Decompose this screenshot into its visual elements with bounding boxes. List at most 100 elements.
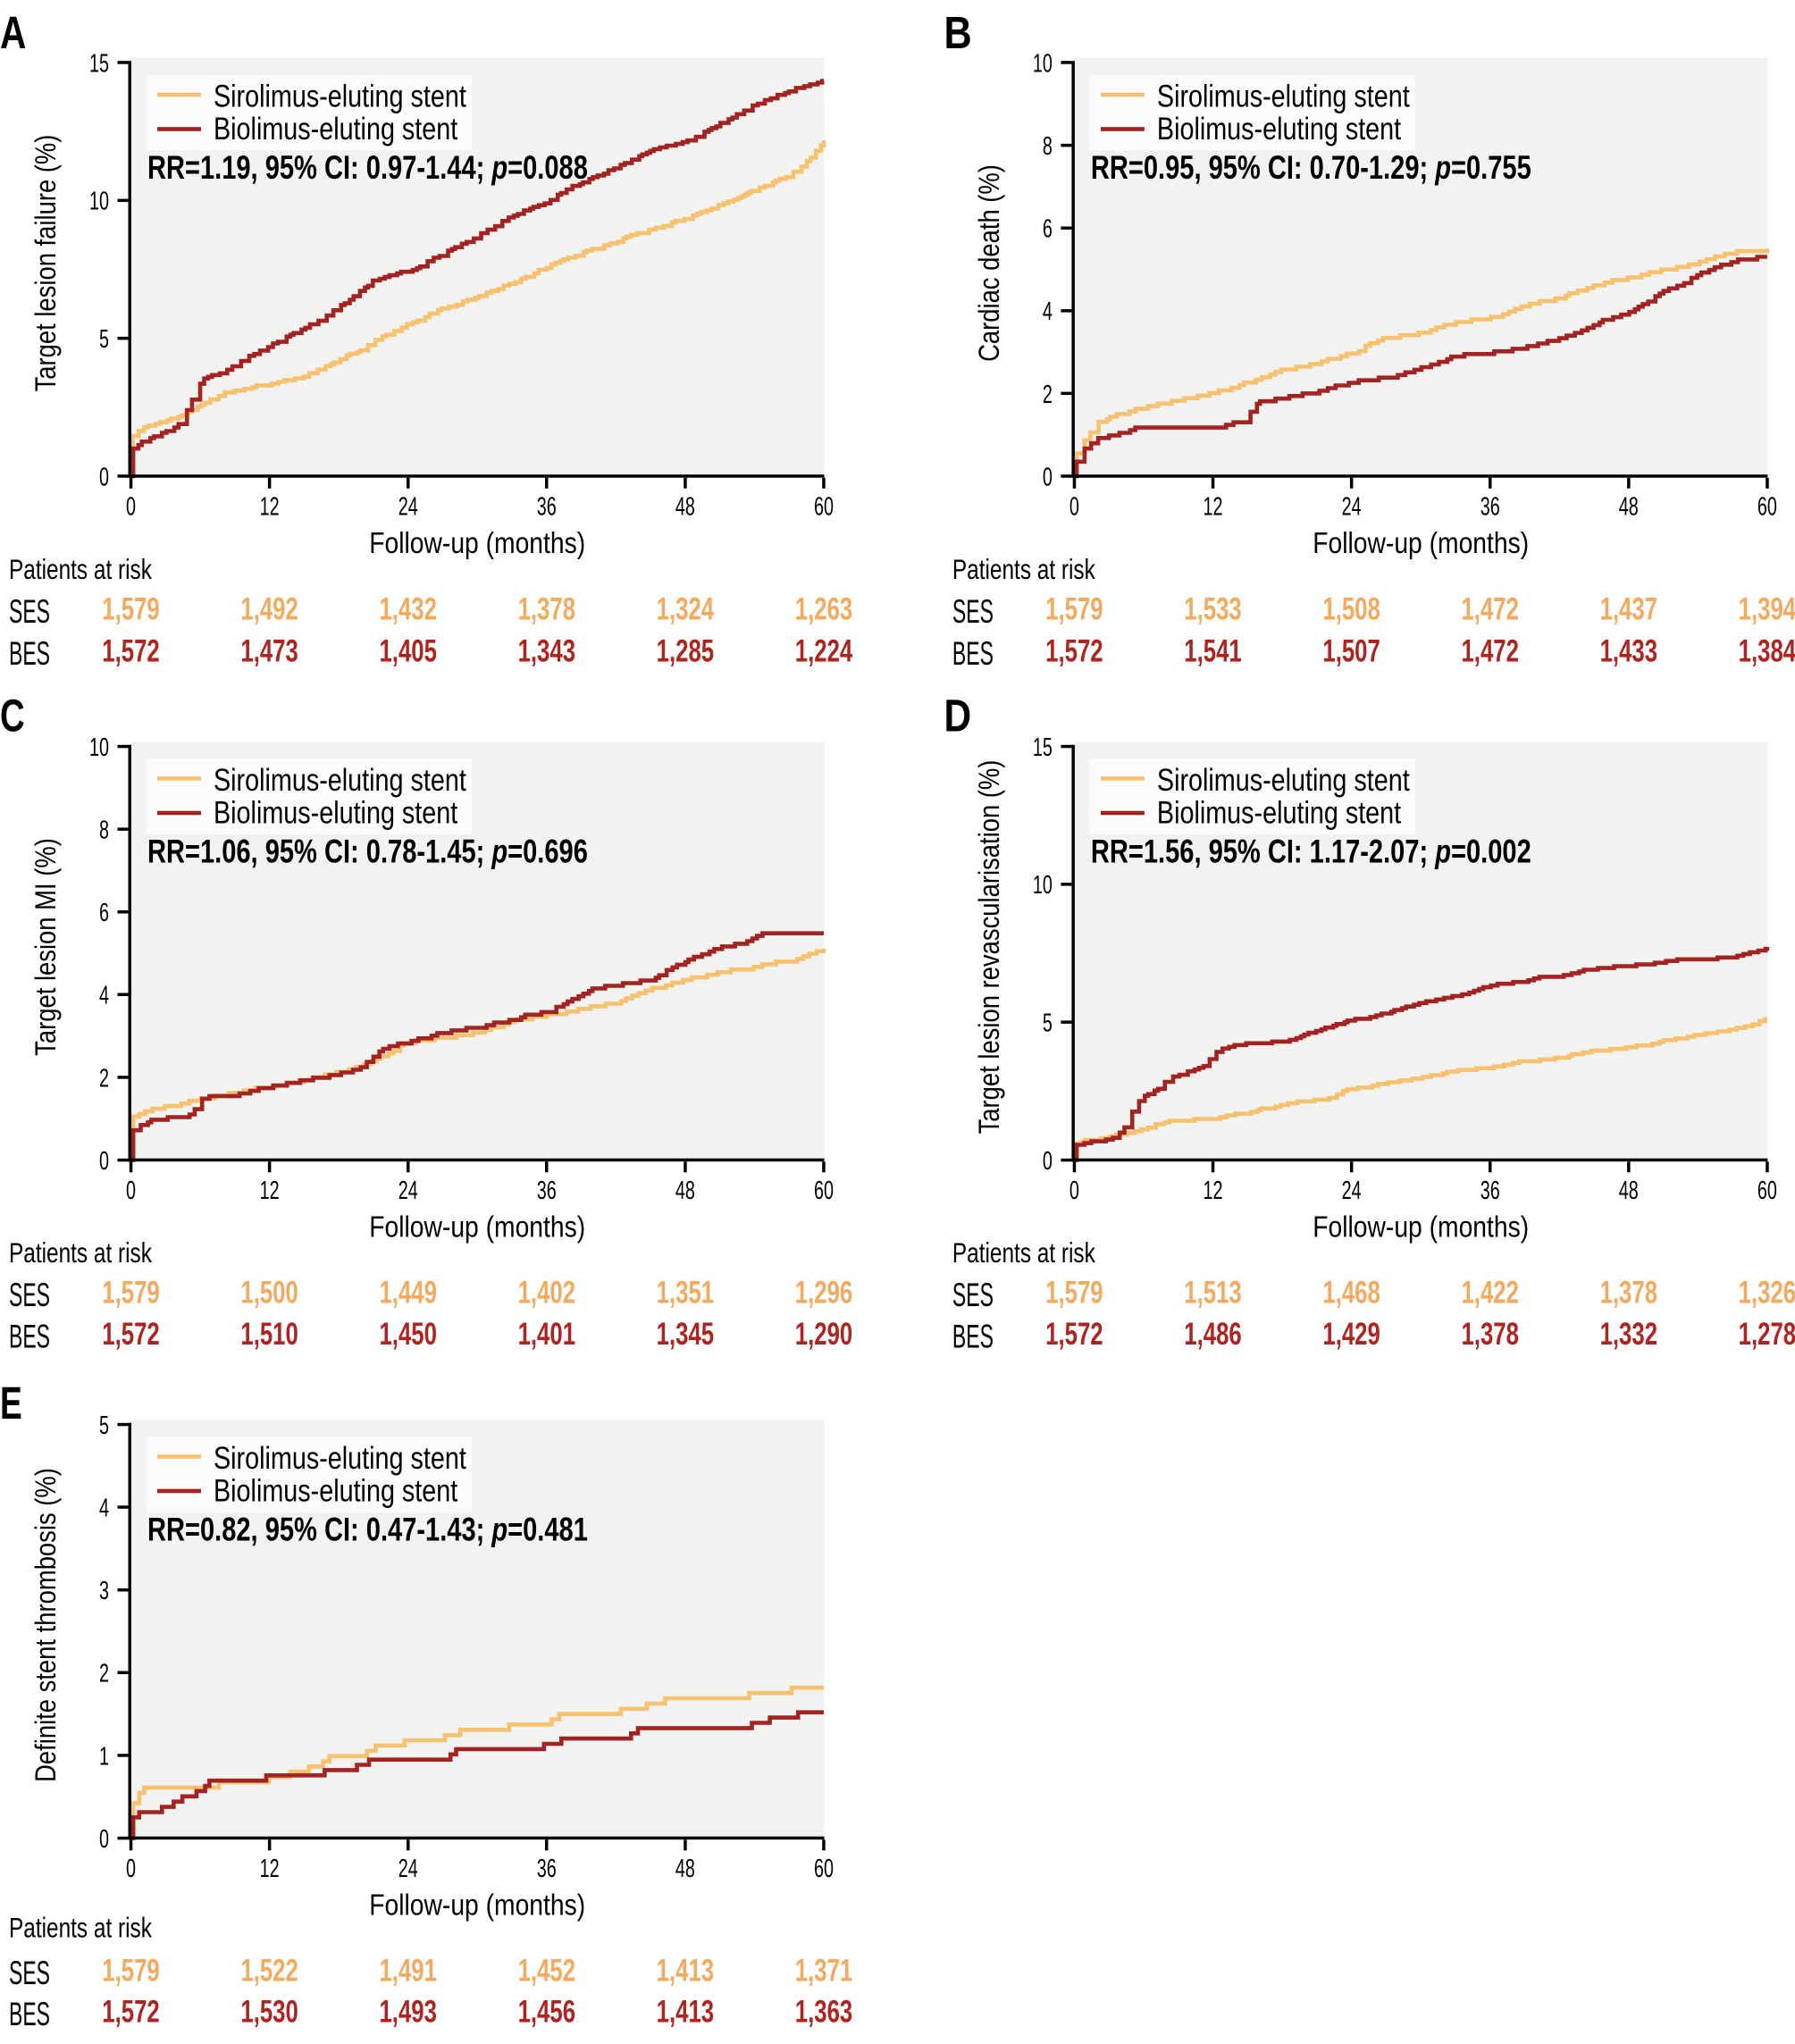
svg-text:1,579: 1,579 [102, 1953, 159, 1989]
svg-text:4: 4 [1043, 298, 1053, 327]
svg-text:1,432: 1,432 [379, 591, 436, 627]
svg-text:1,572: 1,572 [102, 1994, 159, 2030]
svg-text:12: 12 [1203, 1177, 1222, 1205]
svg-text:1,378: 1,378 [518, 591, 575, 627]
svg-text:1,224: 1,224 [795, 633, 852, 669]
svg-text:1: 1 [99, 1743, 109, 1772]
svg-text:Target lesion failure (%): Target lesion failure (%) [30, 135, 62, 392]
svg-text:10: 10 [89, 188, 109, 216]
svg-text:36: 36 [1480, 1177, 1500, 1205]
svg-text:36: 36 [537, 493, 557, 522]
svg-text:1,345: 1,345 [657, 1316, 714, 1352]
svg-text:1,579: 1,579 [1045, 1275, 1103, 1311]
svg-text:1,492: 1,492 [240, 591, 298, 627]
svg-text:Follow-up (months): Follow-up (months) [369, 1888, 585, 1922]
svg-text:24: 24 [1342, 1177, 1362, 1205]
svg-text:15: 15 [1033, 733, 1053, 762]
svg-text:4: 4 [99, 982, 109, 1010]
svg-text:1,363: 1,363 [795, 1994, 852, 2030]
svg-text:Patients at risk: Patients at risk [9, 553, 153, 585]
svg-text:1,572: 1,572 [1045, 633, 1103, 669]
svg-text:Target lesion revascularisatio: Target lesion revascularisation (%) [974, 760, 1005, 1135]
svg-text:1,468: 1,468 [1322, 1275, 1380, 1311]
svg-text:BES: BES [952, 1318, 994, 1355]
svg-text:24: 24 [398, 493, 418, 522]
svg-text:1,579: 1,579 [102, 1275, 159, 1311]
svg-text:RR=1.19, 95% CI: 0.97-1.44; p=: RR=1.19, 95% CI: 0.97-1.44; p=0.088 [147, 150, 588, 187]
svg-text:0: 0 [126, 1177, 136, 1205]
svg-text:1,450: 1,450 [379, 1316, 436, 1352]
svg-text:1,491: 1,491 [379, 1953, 436, 1989]
svg-text:1,507: 1,507 [1322, 633, 1380, 669]
svg-text:RR=0.95, 95% CI: 0.70-1.29; p=: RR=0.95, 95% CI: 0.70-1.29; p=0.755 [1091, 150, 1531, 187]
svg-text:24: 24 [398, 1855, 418, 1883]
svg-text:1,402: 1,402 [518, 1275, 575, 1311]
svg-text:1,326: 1,326 [1739, 1275, 1795, 1311]
svg-text:1,579: 1,579 [1045, 591, 1103, 627]
svg-text:BES: BES [9, 1318, 50, 1355]
svg-text:0: 0 [99, 1147, 109, 1176]
svg-text:0: 0 [1069, 1177, 1079, 1205]
svg-text:1,510: 1,510 [240, 1316, 298, 1352]
svg-text:60: 60 [814, 1177, 834, 1205]
svg-text:0: 0 [126, 493, 136, 522]
svg-text:1,572: 1,572 [102, 633, 159, 669]
svg-text:1,394: 1,394 [1739, 591, 1795, 627]
svg-text:Follow-up (months): Follow-up (months) [369, 526, 585, 560]
svg-text:48: 48 [1619, 493, 1639, 522]
svg-text:Sirolimus-eluting stent: Sirolimus-eluting stent [214, 762, 466, 797]
svg-text:Follow-up (months): Follow-up (months) [369, 1210, 585, 1244]
svg-text:3: 3 [99, 1578, 109, 1606]
svg-text:12: 12 [1203, 493, 1222, 522]
svg-text:1,508: 1,508 [1322, 591, 1380, 627]
svg-text:8: 8 [1043, 132, 1053, 161]
svg-text:RR=0.82, 95% CI: 0.47-1.43; p=: RR=0.82, 95% CI: 0.47-1.43; p=0.481 [147, 1512, 588, 1548]
svg-text:24: 24 [1342, 493, 1362, 522]
svg-text:2: 2 [99, 1660, 109, 1688]
svg-text:1,572: 1,572 [102, 1316, 159, 1352]
svg-text:Patients at risk: Patients at risk [9, 1911, 153, 1943]
svg-text:D: D [944, 691, 972, 741]
svg-text:24: 24 [398, 1177, 418, 1205]
svg-text:1,572: 1,572 [1045, 1316, 1103, 1352]
svg-text:BES: BES [9, 634, 50, 672]
svg-text:1,371: 1,371 [795, 1953, 852, 1989]
svg-text:Target lesion MI (%): Target lesion MI (%) [30, 838, 62, 1056]
svg-text:1,278: 1,278 [1739, 1316, 1795, 1352]
svg-text:Sirolimus-eluting stent: Sirolimus-eluting stent [214, 1440, 466, 1475]
svg-text:1,456: 1,456 [518, 1994, 575, 2030]
svg-text:1,433: 1,433 [1600, 633, 1657, 669]
svg-text:1,472: 1,472 [1461, 633, 1518, 669]
svg-text:Sirolimus-eluting stent: Sirolimus-eluting stent [1157, 79, 1410, 113]
svg-text:RR=1.06, 95% CI: 0.78-1.45; p=: RR=1.06, 95% CI: 0.78-1.45; p=0.696 [147, 834, 588, 870]
svg-text:1,449: 1,449 [379, 1275, 436, 1311]
svg-text:1,285: 1,285 [657, 633, 714, 669]
svg-text:E: E [0, 1378, 22, 1428]
svg-text:36: 36 [537, 1855, 557, 1883]
svg-text:1,296: 1,296 [795, 1275, 852, 1311]
svg-text:1,579: 1,579 [102, 591, 159, 627]
svg-text:1,401: 1,401 [518, 1316, 575, 1352]
svg-text:1,332: 1,332 [1600, 1316, 1657, 1352]
svg-text:Patients at risk: Patients at risk [952, 553, 1096, 585]
svg-text:Cardiac death (%): Cardiac death (%) [974, 164, 1005, 362]
svg-text:10: 10 [1033, 872, 1053, 901]
svg-text:48: 48 [1619, 1177, 1639, 1205]
svg-text:1,351: 1,351 [657, 1275, 714, 1311]
svg-text:5: 5 [99, 1412, 109, 1440]
svg-text:48: 48 [675, 493, 695, 522]
svg-text:6: 6 [99, 900, 109, 928]
svg-text:SES: SES [952, 1276, 994, 1313]
svg-text:0: 0 [99, 1825, 109, 1854]
svg-text:SES: SES [9, 1954, 50, 1991]
svg-text:60: 60 [814, 493, 834, 522]
svg-text:Biolimus-eluting stent: Biolimus-eluting stent [1157, 795, 1401, 830]
svg-text:1,437: 1,437 [1600, 591, 1657, 627]
svg-text:1,513: 1,513 [1184, 1275, 1241, 1311]
svg-text:0: 0 [99, 464, 109, 492]
svg-text:60: 60 [1757, 1177, 1777, 1205]
svg-text:8: 8 [99, 817, 109, 845]
svg-text:48: 48 [675, 1855, 695, 1883]
svg-text:1,343: 1,343 [518, 633, 575, 669]
svg-text:1,472: 1,472 [1461, 591, 1518, 627]
